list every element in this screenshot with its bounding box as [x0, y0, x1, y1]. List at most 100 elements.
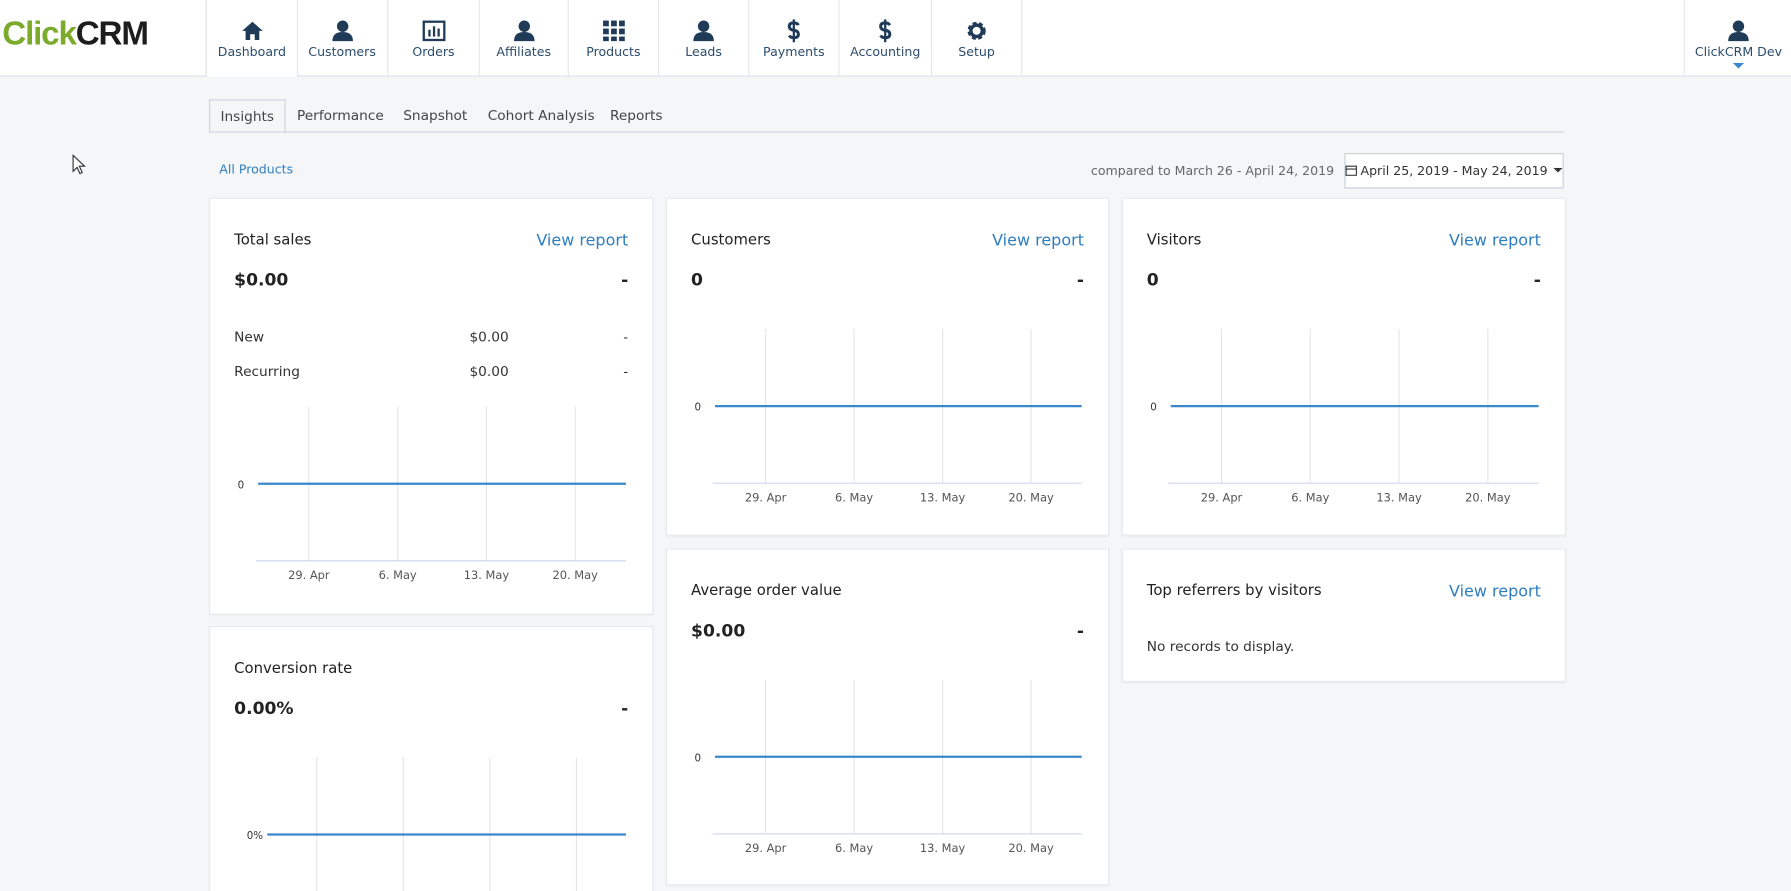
row-label: New [234, 328, 265, 345]
nav-icon [967, 21, 986, 40]
view-report-link[interactable]: View report [992, 231, 1084, 251]
y-tick-label: 0% [247, 830, 264, 842]
card-change: - [1076, 620, 1084, 641]
nav-item[interactable]: Products [569, 0, 660, 76]
x-tick-label: 20. May [553, 568, 599, 582]
view-report-link[interactable]: View report [1448, 231, 1541, 251]
card: Top referrers by visitors View report No r… [1121, 548, 1566, 682]
card: Visitors View report 0 - 29. Apr 6. May 13. Ma… [1121, 197, 1566, 536]
card-title: Average order value [691, 582, 842, 600]
date-range: April 25, 2019 - May 24, 2019 [1360, 163, 1548, 179]
date-range-button[interactable]: April 25, 2019 - May 24, 2019 [1344, 153, 1564, 189]
nav-icon [693, 20, 714, 42]
x-tick-label: 13. May [1376, 490, 1422, 504]
nav-item[interactable]: Customers [297, 0, 389, 76]
nav-label: Products [586, 44, 641, 60]
card-title: Customers [691, 231, 771, 250]
logo-text: CRM [75, 15, 149, 53]
calendar-icon [1345, 165, 1358, 176]
y-tick-label: 0 [1150, 402, 1157, 414]
tab-rule [209, 131, 1564, 133]
row-change: - [623, 363, 629, 380]
x-tick-label: 6. May [835, 490, 873, 504]
nav-icon [787, 19, 800, 43]
card-value: $0.00 [691, 620, 746, 641]
nav-item[interactable]: Payments [749, 0, 840, 76]
nav-icon [879, 19, 892, 43]
x-tick-label: 20. May [1008, 841, 1054, 855]
x-tick-label: 13. May [464, 568, 510, 582]
compare-text: compared to March 26 - April 24, 2019 [1090, 163, 1335, 179]
chart: 29. Apr 6. May 13. May 20. May 0 [694, 679, 1082, 855]
view-report-link[interactable]: View report [1448, 582, 1541, 601]
logo-text: Click [2, 15, 77, 53]
nav-icon [603, 20, 625, 42]
user-name: ClickCRM Dev [1694, 44, 1783, 60]
mouse-cursor [72, 154, 86, 175]
chart: 29. Apr 6. May 13. May 20. May 0 [238, 406, 626, 582]
x-tick-label: 6. May [379, 568, 417, 582]
view-report-link[interactable]: View report [536, 231, 629, 251]
nav-item[interactable]: Accounting [840, 0, 933, 76]
nav-item[interactable]: Affiliates [480, 0, 569, 76]
tab[interactable]: Insights [209, 99, 286, 134]
card-value: $0.00 [234, 269, 289, 291]
card: Average order value $0.00 - 29. Apr 6. May 13… [665, 548, 1110, 886]
nav-label: Setup [958, 44, 995, 60]
tab[interactable]: Cohort Analysis [487, 107, 595, 124]
nav-icon [513, 20, 534, 42]
nav-item[interactable]: Setup [932, 0, 1023, 76]
card: Customers View report 0 - 29. Apr 6. May 13. M… [665, 197, 1110, 536]
x-tick-label: 29. Apr [288, 568, 330, 582]
row-label: Recurring [234, 363, 300, 380]
chart: 29. Apr 6. May 13. May 20. May 0 [694, 328, 1082, 504]
tab[interactable]: Snapshot [403, 107, 468, 124]
card-title: Conversion rate [234, 660, 353, 678]
filter-link[interactable]: All Products [219, 162, 294, 178]
logo[interactable]: ClickCRM [2, 15, 149, 54]
nav-label: Payments [763, 44, 825, 60]
user-icon [1728, 20, 1749, 42]
nav-label: Dashboard [217, 44, 286, 60]
empty-message: No records to display. [1146, 638, 1295, 655]
nav-label: Orders [412, 44, 455, 60]
x-tick-label: 6. May [835, 841, 873, 855]
card-value: 0 [1146, 269, 1159, 291]
nav-item[interactable]: Dashboard [205, 0, 299, 77]
card-change: - [1076, 269, 1084, 291]
nav-label: Accounting [850, 44, 921, 60]
row-value: $0.00 [469, 363, 509, 380]
nav-item[interactable]: Orders [388, 0, 480, 76]
row-change: - [623, 328, 629, 345]
nav-item[interactable]: Leads [659, 0, 750, 76]
x-tick-label: 20. May [1008, 490, 1054, 504]
nav-icon [331, 20, 353, 42]
x-tick-label: 6. May [1291, 490, 1329, 504]
nav-icon [422, 20, 445, 42]
caret [1553, 167, 1563, 173]
card: Total sales View report $0.00 - New $0.00 - Rec… [209, 197, 654, 615]
tab[interactable]: Performance [296, 107, 384, 124]
card-value: 0.00% [234, 697, 294, 719]
nav-label: Leads [685, 44, 722, 60]
card-change: - [621, 697, 629, 719]
x-tick-label: 20. May [1465, 490, 1511, 504]
card-title: Visitors [1146, 231, 1202, 250]
card-value: 0 [691, 269, 703, 291]
x-tick-label: 29. Apr [745, 490, 787, 504]
nav-label: Customers [308, 44, 376, 60]
nav-icon [241, 21, 263, 40]
user-menu[interactable]: ClickCRM Dev [1683, 0, 1791, 76]
chart: 29. Apr 6. May 13. May 20. May 0 [1150, 328, 1539, 504]
y-tick-label: 0 [694, 402, 701, 414]
y-tick-label: 0 [694, 752, 701, 764]
caret [1732, 62, 1745, 69]
x-tick-label: 13. May [920, 490, 966, 504]
top-nav: ClickCRM Dashboard Customers Orders Affilia… [0, 0, 1791, 77]
x-tick-label: 13. May [920, 841, 966, 855]
tab[interactable]: Reports [609, 107, 663, 124]
